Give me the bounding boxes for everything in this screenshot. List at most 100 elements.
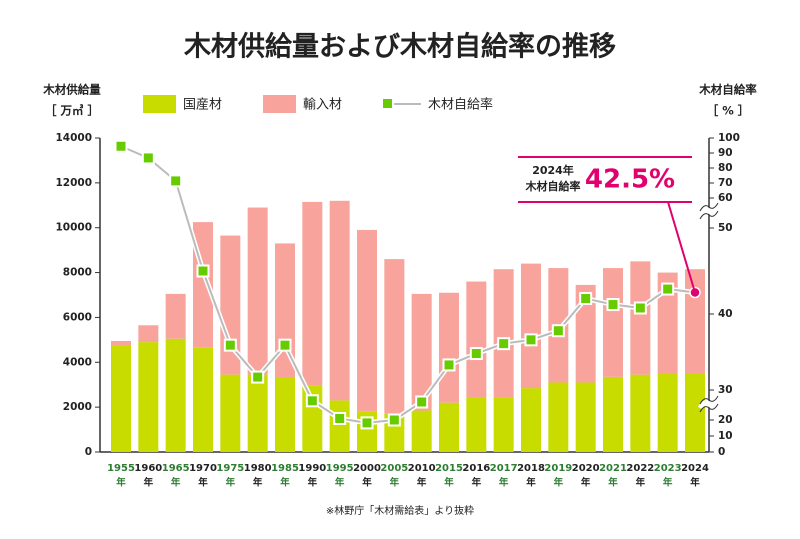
bar-segment [603, 268, 623, 377]
x-tick-label: 1960 [134, 463, 162, 474]
x-tick-label: 2015 [435, 463, 463, 474]
bar-segment [493, 269, 514, 398]
x-tick-suffix: 年 [308, 477, 318, 489]
y-tick-label: 12000 [55, 177, 92, 189]
line-marker [415, 395, 429, 409]
bar-segment [193, 347, 213, 452]
bar-segment [111, 340, 131, 346]
x-tick-suffix: 年 [335, 477, 345, 489]
line-marker [223, 338, 237, 352]
x-tick-suffix: 年 [581, 477, 591, 489]
y2-axis-label: 木材自給率 [698, 83, 757, 97]
legend-label: 国産材 [183, 97, 222, 113]
line-marker [606, 298, 620, 312]
bar-segment [466, 281, 487, 398]
y2-tick-label: 40 [718, 308, 733, 320]
line-marker [114, 139, 128, 153]
x-tick-label: 2018 [517, 463, 545, 474]
y-tick-label: 14000 [55, 132, 92, 144]
x-tick-suffix: 年 [499, 477, 509, 489]
x-tick-label: 1985 [271, 463, 299, 474]
bar-segment [302, 201, 323, 386]
x-tick-label: 1955 [107, 463, 135, 474]
x-tick-label: 1980 [244, 463, 272, 474]
line-marker [360, 416, 374, 430]
y-tick-label: 4000 [63, 356, 92, 368]
axis-break [697, 205, 721, 217]
y-tick-label: 0 [85, 446, 92, 458]
line-marker [633, 301, 647, 315]
axis-break [697, 398, 721, 410]
x-tick-suffix: 年 [526, 477, 536, 489]
line-marker [442, 358, 456, 372]
line-marker [497, 337, 511, 351]
legend-swatch [263, 95, 296, 113]
x-tick-label: 2024 [681, 463, 709, 474]
x-tick-label: 1965 [162, 463, 190, 474]
bar-segment [275, 377, 295, 452]
bar-segment [439, 402, 459, 452]
bar-segment [603, 376, 623, 452]
y2-tick-label: 100 [718, 132, 740, 144]
x-tick-suffix: 年 [608, 477, 618, 489]
y2-tick-label: 80 [718, 162, 733, 174]
legend-label: 木材自給率 [428, 97, 493, 113]
line-marker [579, 292, 593, 306]
y-tick-label: 8000 [63, 267, 92, 279]
line-marker [251, 370, 265, 384]
bar-segment [138, 325, 159, 343]
x-tick-label: 2022 [626, 463, 654, 474]
line-marker [551, 324, 565, 338]
x-tick-suffix: 年 [417, 477, 427, 489]
x-tick-suffix: 年 [444, 477, 454, 489]
legend-swatch [143, 95, 176, 113]
axis-break [699, 202, 719, 220]
x-tick-suffix: 年 [663, 477, 673, 489]
x-tick-label: 1975 [216, 463, 244, 474]
legend-marker [381, 97, 394, 110]
bar-segment [357, 229, 377, 412]
bar-segment [521, 263, 541, 389]
data-label: 42.5% [585, 165, 675, 195]
bar-segment [657, 373, 678, 452]
line-marker [387, 413, 401, 427]
bar-segment [657, 272, 678, 374]
bar-segment [220, 374, 241, 452]
bar-segment [493, 397, 514, 452]
y2-tick-label: 20 [718, 414, 733, 426]
line [120, 145, 696, 424]
line-marker [169, 174, 183, 188]
callout-text: 木材自給率 [525, 179, 581, 193]
x-tick-label: 2019 [544, 463, 572, 474]
y2-tick-label: 30 [718, 384, 733, 396]
y2-tick-label: 60 [718, 192, 733, 204]
x-tick-suffix: 年 [198, 477, 208, 489]
y2-tick-label: 10 [718, 430, 733, 442]
x-tick-suffix: 年 [253, 477, 263, 489]
bar-segment [247, 374, 268, 452]
x-tick-label: 2020 [572, 463, 600, 474]
bar-segment [685, 269, 705, 374]
y2-tick-label: 70 [718, 177, 733, 189]
y2-tick-label: 90 [718, 147, 733, 159]
bar-segment [575, 382, 596, 452]
bar-segment [630, 261, 651, 375]
y-tick-label: 2000 [63, 401, 92, 413]
line-marker [196, 264, 210, 278]
chart-title: 木材供給量および木材自給率の推移 [183, 31, 616, 63]
bar-segment [165, 338, 186, 452]
line-marker [333, 412, 347, 425]
x-tick-label: 2010 [408, 463, 436, 474]
x-tick-label: 2023 [654, 463, 682, 474]
x-tick-label: 2000 [353, 463, 381, 474]
x-tick-suffix: 年 [171, 477, 181, 489]
bar-segment [466, 397, 487, 452]
x-tick-suffix: 年 [636, 477, 646, 489]
bar-segment [521, 388, 541, 452]
bar-segment [411, 410, 432, 452]
bar-segment [548, 382, 569, 452]
x-tick-suffix: 年 [226, 477, 236, 489]
y2-tick-label: 50 [718, 222, 733, 234]
